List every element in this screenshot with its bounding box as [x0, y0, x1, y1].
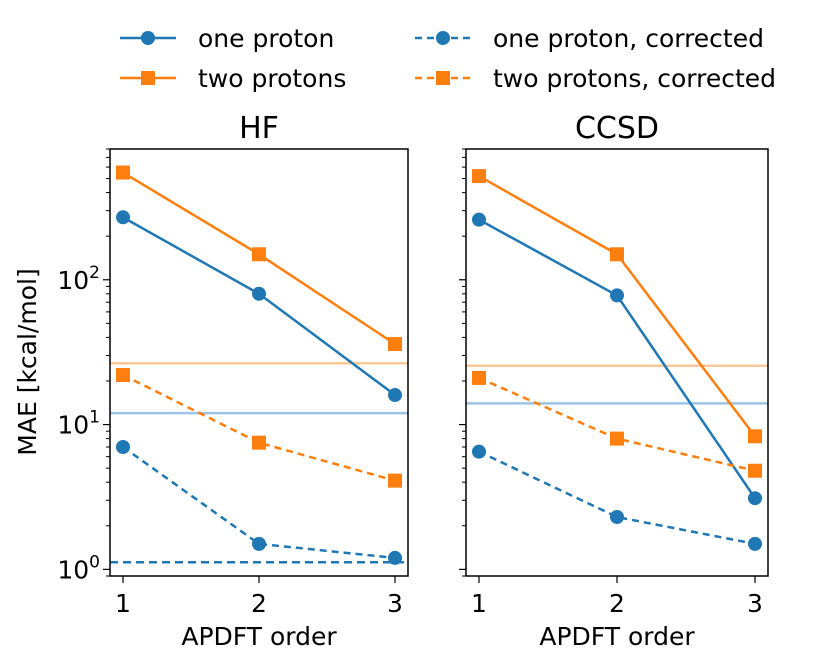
- y-tick-label: 100: [57, 552, 100, 584]
- panel-title: CCSD: [575, 111, 659, 146]
- data-point: [252, 286, 266, 301]
- plot-area: [466, 169, 768, 551]
- series-line-3: [122, 445, 396, 560]
- data-point: [388, 473, 402, 488]
- data-point: [252, 536, 266, 551]
- series-line-4: [478, 376, 756, 472]
- data-point: [116, 367, 130, 382]
- data-point: [610, 509, 624, 524]
- panel-hf: HF 100 101 102 1 2 3 APDFT order: [57, 111, 409, 651]
- panel-ccsd: CCSD 1 2 3 APDFT order: [459, 111, 769, 651]
- series-line-4: [122, 373, 396, 482]
- data-point: [388, 337, 402, 352]
- data-point: [388, 388, 402, 403]
- data-point: [252, 247, 266, 262]
- y-axis-label: MAE [kcal/mol]: [13, 268, 42, 455]
- series-line-1: [478, 218, 757, 499]
- data-point: [472, 169, 486, 184]
- x-axis-label: APDFT order: [181, 622, 337, 651]
- series-line-2: [478, 175, 756, 438]
- data-point: [610, 431, 624, 446]
- series-line-1: [122, 216, 396, 397]
- x-tick-label: 2: [609, 589, 625, 618]
- panel-title: HF: [239, 111, 279, 146]
- data-point: [472, 444, 486, 459]
- data-point: [748, 463, 762, 478]
- data-point: [748, 491, 762, 506]
- plot-area: [110, 165, 408, 565]
- legend-marker-1: [141, 31, 155, 45]
- x-tick-label: 3: [387, 589, 403, 618]
- data-point: [472, 212, 486, 227]
- data-point: [472, 370, 486, 385]
- legend-label-3: one proton, corrected: [493, 24, 764, 53]
- data-point: [748, 429, 762, 444]
- data-point: [252, 435, 266, 450]
- data-point: [748, 536, 762, 551]
- legend-label-1: one proton: [198, 24, 334, 53]
- legend-marker-3: [436, 31, 450, 45]
- data-point: [116, 210, 130, 225]
- data-point: [116, 165, 130, 180]
- data-point: [610, 247, 624, 262]
- x-axis-label: APDFT order: [539, 622, 695, 651]
- series-line-3: [478, 450, 756, 546]
- legend-label-4: two protons, corrected: [493, 64, 776, 93]
- y-tick-label: 102: [57, 263, 100, 295]
- legend-label-2: two protons: [198, 64, 346, 93]
- x-tick-label: 1: [115, 589, 131, 618]
- legend-marker-2: [141, 71, 155, 85]
- y-tick-label: 101: [57, 408, 100, 440]
- data-point: [388, 550, 402, 565]
- data-point: [116, 440, 130, 455]
- x-tick-label: 1: [471, 589, 487, 618]
- x-tick-label: 2: [251, 589, 267, 618]
- x-tick-label: 3: [747, 589, 763, 618]
- legend: one proton two protons one proton, correct…: [120, 24, 776, 93]
- data-point: [610, 288, 624, 303]
- legend-marker-4: [436, 71, 450, 85]
